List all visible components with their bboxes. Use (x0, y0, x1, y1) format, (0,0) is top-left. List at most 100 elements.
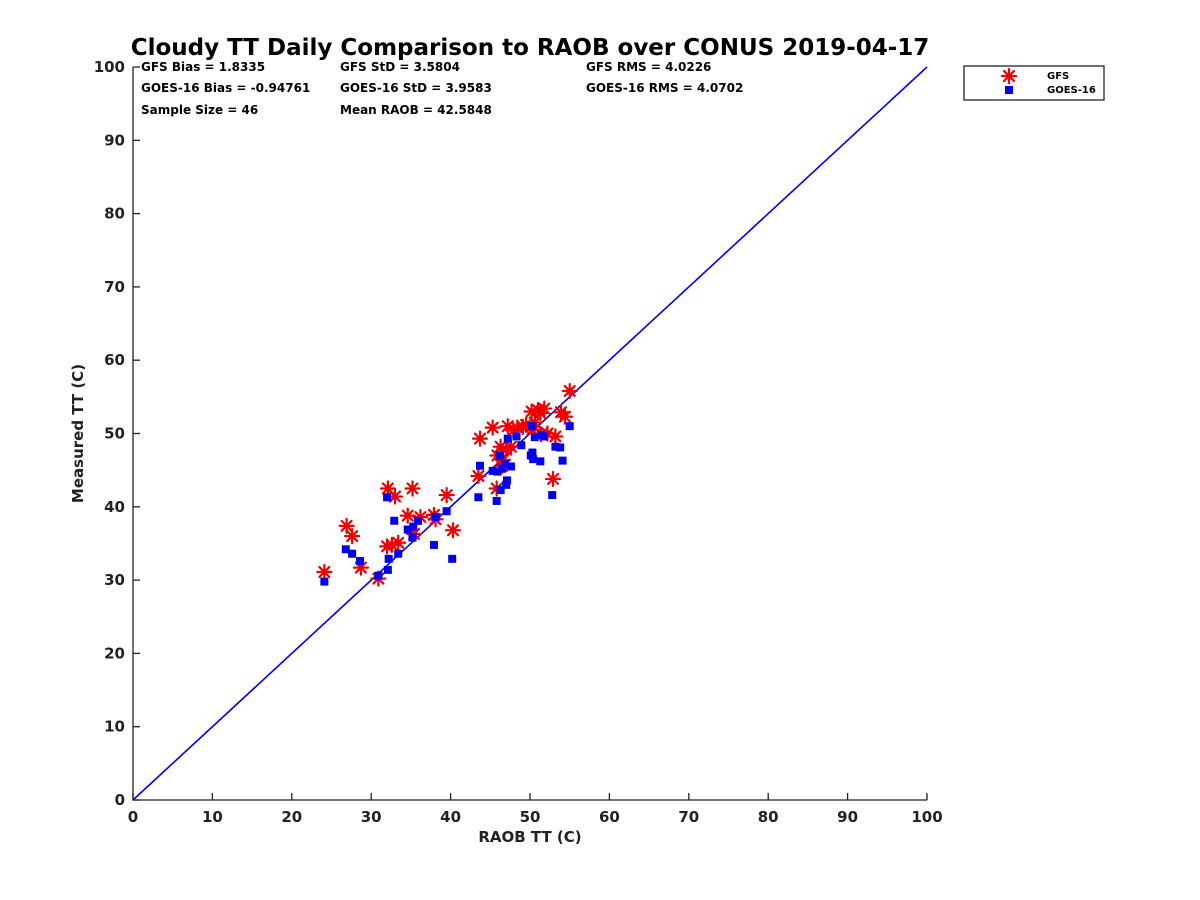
legend-gfs-label: GFS (1047, 71, 1069, 82)
y-tick-label: 40 (104, 498, 125, 516)
goes16-point (374, 571, 383, 580)
goes16-point (414, 516, 423, 525)
goes16-point (493, 467, 502, 476)
goes16-point (527, 422, 536, 431)
goes16-point (539, 432, 548, 441)
y-tick-label: 80 (104, 205, 125, 223)
x-tick-label: 30 (361, 808, 382, 826)
goes16-point (475, 461, 484, 470)
goes16-point (526, 451, 535, 460)
x-tick-label: 60 (599, 808, 620, 826)
gfs-point (556, 408, 574, 425)
goes16-point (506, 462, 515, 471)
stat-text: Sample Size = 46 (141, 103, 258, 117)
goes16-point (496, 485, 505, 494)
goes16-point (394, 549, 403, 558)
x-tick-label: 80 (758, 808, 779, 826)
gfs-point (404, 480, 421, 497)
legend-goes16-label: GOES-16 (1047, 85, 1096, 96)
goes16-point (498, 464, 507, 473)
goes16-point (403, 525, 412, 534)
goes16-point (390, 516, 399, 525)
goes16-point (530, 433, 539, 442)
goes16-point (409, 522, 418, 531)
goes16-point (429, 540, 438, 549)
legend-gfs-marker (1000, 67, 1018, 85)
legend: GFS GOES-16 (963, 65, 1105, 101)
stat-text: GFS StD = 3.5804 (340, 60, 460, 74)
y-tick-label: 10 (104, 718, 125, 736)
x-axis-label: RAOB TT (C) (478, 828, 581, 846)
goes16-series (320, 422, 574, 586)
y-tick-label: 90 (104, 131, 125, 149)
goes16-point (556, 443, 565, 452)
y-axis-ticks: 0 10 20 30 40 50 60 70 80 90 100 (94, 58, 140, 809)
goes16-point (431, 513, 440, 522)
y-tick-label: 20 (104, 644, 125, 662)
stat-text: GFS RMS = 4.0226 (586, 60, 711, 74)
goes16-point (558, 456, 567, 465)
goes16-point (341, 545, 350, 554)
y-tick-label: 60 (104, 351, 125, 369)
x-tick-label: 20 (281, 808, 302, 826)
gfs-point (316, 563, 333, 581)
gfs-point (390, 534, 407, 551)
goes16-point (548, 491, 557, 500)
x-tick-label: 100 (911, 808, 942, 826)
y-tick-label: 70 (104, 278, 125, 296)
goes16-point (356, 557, 365, 566)
goes16-point (448, 554, 457, 563)
stat-text: GOES-16 StD = 3.9583 (340, 81, 492, 95)
goes16-point (495, 451, 504, 460)
chart-title: Cloudy TT Daily Comparison to RAOB over … (131, 35, 930, 61)
y-axis-label: Measured TT (C) (69, 364, 87, 503)
goes16-point (512, 432, 521, 441)
gfs-series (316, 382, 578, 587)
goes16-point (501, 460, 510, 469)
x-tick-label: 10 (202, 808, 223, 826)
goes16-point (474, 493, 483, 502)
goes16-point (492, 496, 501, 505)
gfs-point (438, 486, 455, 504)
goes16-point (488, 466, 497, 475)
goes16-point (442, 507, 451, 516)
goes16-point (502, 476, 511, 485)
stat-text: GFS Bias = 1.8335 (141, 60, 265, 74)
y-tick-label: 30 (104, 571, 125, 589)
x-tick-label: 90 (837, 808, 858, 826)
goes16-point (565, 422, 574, 431)
gfs-point (344, 528, 361, 545)
goes16-point (320, 577, 329, 586)
plot-area (132, 66, 928, 801)
goes16-point (383, 493, 392, 502)
legend-goes16-marker (1005, 86, 1013, 94)
y-tick-label: 50 (104, 425, 125, 443)
x-tick-label: 50 (520, 808, 541, 826)
statistics-annotations: GFS Bias = 1.8335 GFS StD = 3.5804 GFS RMS… (141, 60, 743, 117)
gfs-point (561, 382, 578, 400)
stat-text: GOES-16 RMS = 4.0702 (586, 81, 743, 95)
gfs-point (544, 470, 562, 488)
goes16-point (384, 554, 393, 563)
y-tick-label: 0 (115, 791, 125, 809)
x-tick-label: 40 (440, 808, 461, 826)
gfs-point (536, 400, 553, 417)
goes16-point (383, 565, 392, 574)
gfs-point (471, 430, 489, 447)
y-tick-label: 100 (94, 58, 125, 76)
gfs-point (484, 419, 501, 436)
gfs-point (383, 536, 400, 554)
goes16-point (348, 549, 357, 558)
legend-goes16-square (1005, 86, 1013, 94)
goes16-point (517, 441, 526, 450)
stat-text: GOES-16 Bias = -0.94761 (141, 81, 310, 95)
x-axis-ticks: 0 10 20 30 40 50 60 70 80 90 100 (128, 793, 943, 826)
gfs-point (470, 467, 487, 485)
goes16-point (408, 533, 417, 542)
goes16-point (503, 434, 512, 443)
legend-gfs-asterisk (1000, 67, 1018, 85)
goes16-point (536, 457, 545, 466)
gfs-point (444, 522, 462, 539)
legend-box (963, 65, 1105, 101)
x-tick-label: 0 (128, 808, 138, 826)
